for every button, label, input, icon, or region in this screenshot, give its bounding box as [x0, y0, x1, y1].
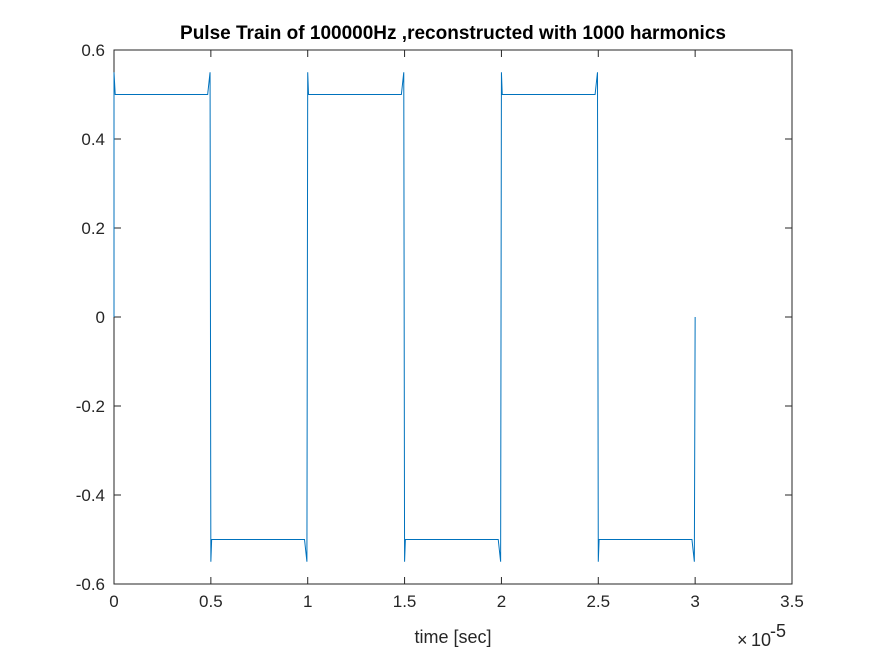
y-tick-label: -0.6 — [76, 575, 105, 594]
x-tick-label: 2 — [497, 592, 506, 611]
pulse-train-series-line — [113, 72, 696, 562]
y-tick-label: 0 — [96, 308, 105, 327]
x-tick-label: 3 — [690, 592, 699, 611]
plot-area — [113, 49, 793, 585]
x-tick-label: 0 — [109, 592, 118, 611]
y-tick-label: 0.6 — [81, 41, 105, 60]
x-tick-label: 1 — [303, 592, 312, 611]
x-axis-exponent: × 10 -5 — [737, 621, 786, 650]
x-axis-label: time [sec] — [414, 627, 491, 647]
y-tick-label: -0.4 — [76, 486, 105, 505]
x-tick-label: 0.5 — [199, 592, 223, 611]
y-tick-label: -0.2 — [76, 397, 105, 416]
x-axis-exponent-power: -5 — [770, 621, 786, 641]
x-tick-label: 1.5 — [393, 592, 417, 611]
x-axis-ticks: 0 0.5 1 1.5 2 2.5 3 3.5 — [109, 50, 804, 611]
x-tick-label: 3.5 — [780, 592, 804, 611]
chart-title: Pulse Train of 100000Hz ,reconstructed w… — [180, 23, 726, 44]
series-group — [113, 72, 696, 562]
y-tick-label: 0.4 — [81, 130, 105, 149]
axes-box — [113, 49, 793, 585]
x-axis-exponent-base: 10 — [751, 630, 771, 650]
x-axis-exponent-times: × — [737, 630, 748, 650]
y-axis-ticks: -0.6 -0.4 -0.2 0 0.2 0.4 0.6 — [76, 41, 792, 594]
x-tick-label: 2.5 — [586, 592, 610, 611]
y-tick-label: 0.2 — [81, 219, 105, 238]
